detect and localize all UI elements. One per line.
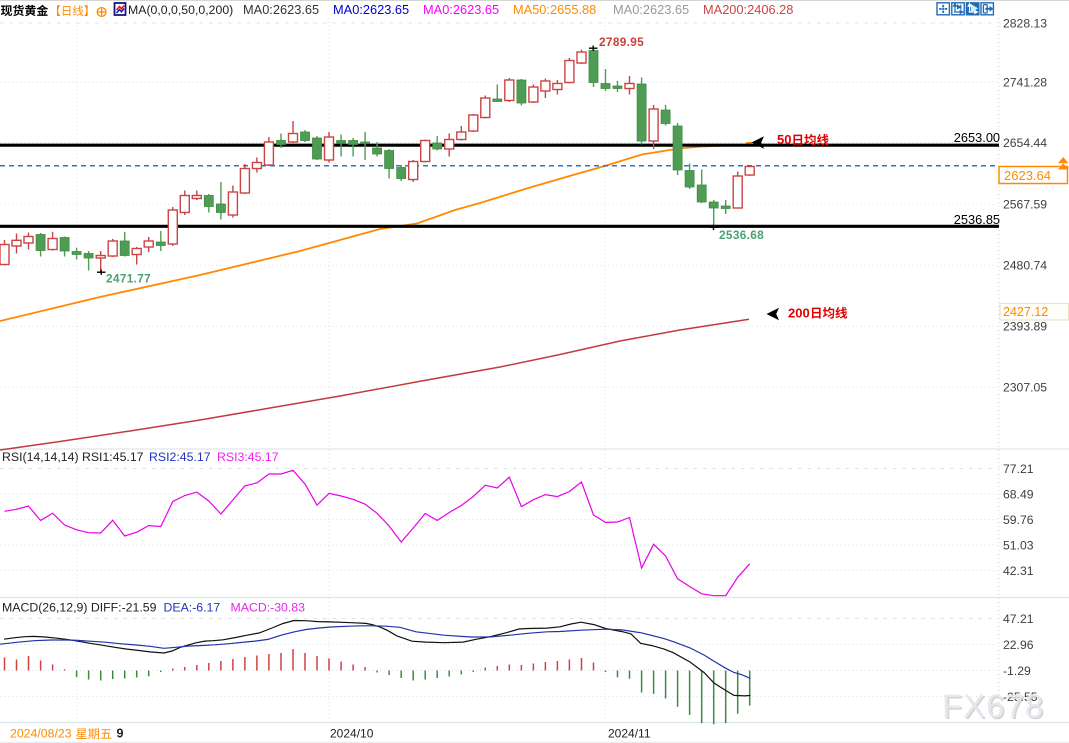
svg-text:9: 9 [117,727,124,741]
svg-text:2623.64: 2623.64 [1004,168,1051,183]
svg-text:2789.95: 2789.95 [599,35,644,49]
svg-text:77.21: 77.21 [1003,462,1034,476]
svg-text:DEA:-6.17: DEA:-6.17 [164,601,221,615]
svg-text:MA50:2655.88: MA50:2655.88 [513,2,596,17]
svg-text:59.76: 59.76 [1003,513,1034,527]
svg-text:47.21: 47.21 [1003,612,1034,626]
svg-text:FX678: FX678 [944,689,1046,726]
svg-text:2024/11: 2024/11 [608,727,651,741]
svg-text:FX678: FX678 [942,688,1044,725]
svg-text:MA0:2623.65: MA0:2623.65 [333,2,409,17]
svg-text:2536.85: 2536.85 [954,212,1000,227]
svg-text:2654.44: 2654.44 [1003,136,1047,150]
svg-text:MACD(26,12,9) DIFF:-21.59: MACD(26,12,9) DIFF:-21.59 [2,601,157,615]
svg-text:51.03: 51.03 [1003,538,1034,552]
svg-text:MACD:-30.83: MACD:-30.83 [231,601,306,615]
svg-text:MA200:2406.28: MA200:2406.28 [703,2,793,17]
svg-text:MA0:2623.65: MA0:2623.65 [423,2,499,17]
svg-text:42.31: 42.31 [1003,564,1034,578]
svg-text:MA0:2623.65: MA0:2623.65 [613,2,689,17]
svg-text:RSI(14,14,14) RSI1:45.17: RSI(14,14,14) RSI1:45.17 [2,450,144,464]
svg-text:2393.89: 2393.89 [1003,320,1047,334]
svg-text:2427.12: 2427.12 [1003,305,1048,319]
svg-text:MA0:2623.65: MA0:2623.65 [243,2,319,17]
svg-text:2307.05: 2307.05 [1003,381,1047,395]
svg-text:-25.55: -25.55 [1003,690,1038,704]
svg-text:2024/08/23: 2024/08/23 [10,727,72,741]
svg-text:2024/10: 2024/10 [330,727,374,741]
svg-text:2567.59: 2567.59 [1003,198,1047,212]
svg-text:2653.00: 2653.00 [954,130,1000,145]
svg-text:2828.13: 2828.13 [1003,16,1047,30]
svg-text:68.49: 68.49 [1003,487,1034,501]
svg-text:RSI2:45.17: RSI2:45.17 [149,450,211,464]
svg-text:-1.29: -1.29 [1003,664,1031,678]
svg-text:2480.74: 2480.74 [1003,259,1047,273]
svg-text:200: 200 [788,306,810,321]
svg-text:2741.28: 2741.28 [1003,75,1047,89]
svg-text:50: 50 [777,132,791,147]
svg-text:2536.68: 2536.68 [719,228,764,242]
svg-text:2471.77: 2471.77 [106,271,151,285]
svg-text:RSI3:45.17: RSI3:45.17 [217,450,279,464]
svg-text:22.96: 22.96 [1003,638,1034,652]
svg-text:MA(0,0,0,50,0,200): MA(0,0,0,50,0,200) [128,3,233,17]
